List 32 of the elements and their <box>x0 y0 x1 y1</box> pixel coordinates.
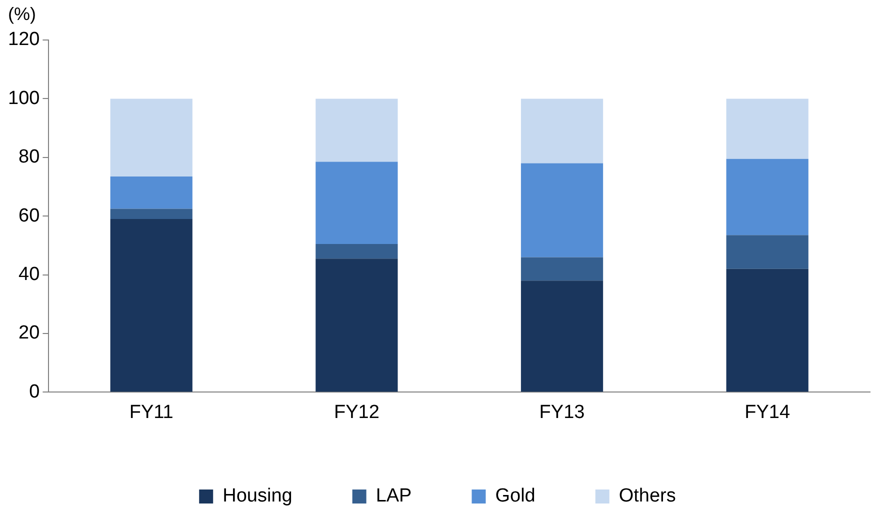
bar <box>520 280 604 392</box>
y-tick-label: 40 <box>18 264 40 286</box>
y-tick-label: 60 <box>18 205 40 226</box>
x-tick-label: FY13 <box>539 402 585 423</box>
legend-label: Gold <box>495 486 536 507</box>
bar <box>316 98 398 162</box>
bar <box>726 98 808 159</box>
bar <box>316 244 398 259</box>
y-tick-label: 100 <box>8 88 40 109</box>
y-tick-label: 120 <box>8 29 40 50</box>
bar <box>316 258 398 392</box>
bar <box>110 208 192 220</box>
bar <box>110 176 192 209</box>
bar <box>316 162 398 244</box>
bar <box>520 98 604 164</box>
x-tick-label: FY11 <box>129 402 174 423</box>
bar <box>726 158 808 236</box>
bar <box>520 163 604 258</box>
y-tick-label: 0 <box>29 381 40 402</box>
bar <box>520 257 604 281</box>
bar <box>110 98 192 176</box>
bar <box>110 219 192 392</box>
legend-label: Housing <box>222 486 292 507</box>
x-tick-label: FY12 <box>334 402 380 423</box>
legend-label: Others <box>618 486 676 507</box>
y-axis-title: (%) <box>8 4 36 24</box>
bar <box>726 235 808 269</box>
x-tick-label: FY14 <box>744 402 790 423</box>
y-tick-label: 20 <box>18 322 40 344</box>
legend-label: LAP <box>376 486 412 507</box>
y-tick-label: 80 <box>18 146 40 168</box>
bar <box>726 268 808 392</box>
